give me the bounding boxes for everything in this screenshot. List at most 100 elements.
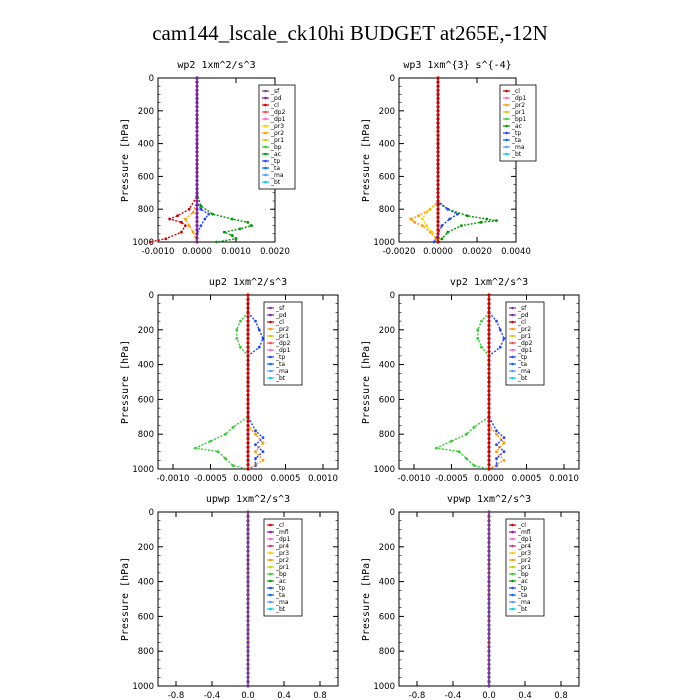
legend-label: _pr3 [517, 550, 531, 557]
profile-marker [487, 315, 491, 319]
data-point [254, 450, 257, 453]
data-point [472, 464, 476, 467]
legend-label: _sf [270, 88, 280, 95]
profile-marker [246, 593, 250, 597]
legend-marker [269, 313, 272, 317]
profile-marker [246, 354, 250, 358]
profile-marker [487, 302, 491, 306]
x-tick-label: 0.8 [313, 691, 327, 700]
legend-marker [511, 600, 514, 604]
data-point [211, 212, 215, 216]
series-line [433, 78, 459, 243]
profile-marker [487, 358, 491, 362]
x-tick-label: -0.8 [168, 691, 185, 700]
y-tick-label: 800 [379, 430, 395, 440]
profile-marker [195, 154, 199, 158]
profile-marker [487, 341, 491, 345]
data-point [424, 224, 428, 228]
profile-marker [246, 588, 250, 592]
profile-marker [487, 371, 491, 375]
legend-label: _pr2 [511, 102, 525, 109]
legend-marker [269, 530, 272, 534]
x-tick-label: 0.0000 [423, 247, 453, 257]
data-point [446, 207, 450, 211]
profile-marker [246, 410, 250, 415]
profile-marker [487, 614, 491, 619]
profile-marker [487, 345, 491, 349]
data-point [495, 443, 498, 447]
legend-label: _pr1 [517, 333, 531, 340]
series-line [437, 78, 497, 243]
legend-label: _ma [275, 599, 289, 606]
profile-marker [246, 363, 250, 367]
legend-label: _ma [275, 368, 289, 375]
series-line [150, 78, 198, 243]
legend-label: _ta [270, 165, 280, 172]
profile-marker [246, 536, 250, 540]
profile-marker [246, 454, 250, 458]
x-tick-label: 0.0010 [308, 474, 338, 484]
legend-marker [511, 544, 514, 548]
legend-label: _bp [270, 144, 282, 151]
y-tick-label: 200 [138, 107, 154, 117]
data-point [257, 345, 261, 349]
profile-marker [246, 467, 250, 471]
data-point [235, 328, 239, 332]
profile-marker [246, 632, 250, 636]
x-tick-label: 0.0000 [233, 474, 263, 484]
profile-marker [246, 341, 250, 345]
legend-marker [264, 131, 267, 135]
y-tick-label: 600 [138, 395, 154, 405]
legend-label: _dp1 [517, 536, 533, 543]
profile-marker [246, 393, 250, 397]
legend-label: _bp1 [511, 116, 527, 123]
x-tick-label: 0.0020 [462, 247, 492, 257]
profile-marker [195, 117, 199, 121]
profile-marker [246, 606, 250, 610]
profile-marker [195, 178, 199, 183]
profile-marker [487, 328, 491, 332]
legend-marker [264, 110, 267, 114]
y-tick-label: 600 [379, 395, 395, 405]
profile-marker [487, 336, 491, 341]
profile-marker [436, 199, 440, 203]
legend-marker [511, 320, 514, 324]
legend-marker [269, 558, 272, 562]
profile-marker [436, 76, 440, 80]
y-tick-label: 600 [138, 172, 154, 182]
data-point [250, 224, 254, 228]
profile-marker [246, 627, 250, 632]
legend-marker [511, 313, 514, 317]
profile-marker [487, 380, 491, 384]
y-tick-label: 0 [390, 508, 395, 518]
legend-label: _dp1 [275, 347, 291, 354]
legend-label: _bp [275, 571, 287, 578]
legend-label: _dp2 [275, 340, 291, 347]
x-tick-label: -0.8 [409, 691, 426, 700]
profile-marker [436, 207, 440, 211]
legend-label: _cl [517, 522, 526, 529]
profile-marker [436, 174, 440, 178]
data-point [502, 337, 506, 340]
profile-marker [436, 187, 440, 191]
profile-marker [487, 363, 491, 367]
legend-label: _pr2 [270, 130, 284, 137]
legend-marker [269, 327, 272, 331]
profile-marker [487, 458, 491, 462]
data-point [413, 220, 416, 224]
profile-marker [487, 640, 491, 645]
profile-marker [195, 195, 199, 199]
profile-marker [487, 645, 491, 649]
x-tick-label: -0.0010 [142, 247, 175, 257]
profile-marker [246, 319, 250, 323]
data-point [199, 207, 203, 211]
legend: _sf_pd_cl_pr2_pr1_dp2_dp1_tp_ta_ma_bt [263, 301, 303, 386]
data-point [440, 224, 444, 228]
legend-label: _dp1 [270, 116, 286, 123]
profile-marker [246, 428, 250, 432]
legend-marker [269, 551, 272, 555]
profile-marker [487, 680, 491, 684]
y-tick-label: 400 [138, 578, 154, 588]
profile-marker [487, 306, 491, 310]
profile-marker [195, 96, 199, 101]
